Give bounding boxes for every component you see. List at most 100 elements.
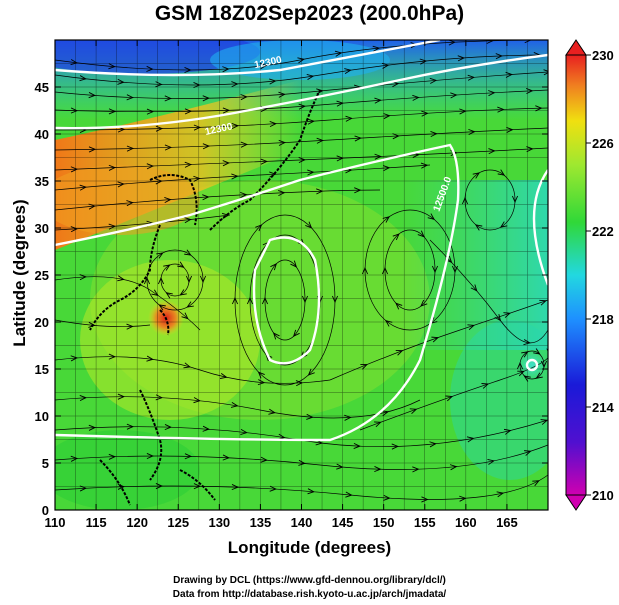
stream-arrow	[126, 323, 134, 330]
stream-arrow	[117, 275, 125, 282]
stream-arrow	[474, 224, 483, 231]
y-tick-label: 0	[42, 503, 49, 518]
stream-arrow	[421, 496, 429, 503]
stream-arrow	[164, 424, 173, 431]
stream-arrow	[467, 74, 476, 81]
stream-arrow	[240, 428, 248, 435]
stream-arrow	[487, 459, 495, 465]
stream-arrow	[307, 488, 315, 495]
colorbar-tick-label: 226	[592, 136, 614, 151]
stream-arrow	[307, 118, 315, 125]
stream-arrow	[108, 223, 117, 230]
y-axis-ticks: 0 5 10 15 20 25 30 35 40 45	[35, 80, 548, 518]
stream-arrow	[472, 172, 481, 179]
stream-arrow	[336, 463, 344, 470]
stream-arrow	[430, 131, 438, 138]
x-tick-label: 165	[496, 515, 518, 530]
stream-arrow	[470, 284, 478, 292]
stream-arrow	[307, 368, 315, 376]
stream-arrow	[231, 296, 239, 305]
stream-arrow	[374, 97, 382, 104]
stream-arrow	[108, 63, 116, 70]
stream-arrow	[316, 137, 324, 144]
stream-arrow	[457, 55, 466, 62]
stream-arrow	[353, 442, 361, 449]
stream-arrow	[181, 312, 189, 320]
stream-arrow	[184, 217, 192, 224]
colorbar-tick-label: 218	[592, 312, 614, 327]
colorbar-top-arrow	[565, 39, 587, 56]
y-tick-label: 40	[35, 127, 49, 142]
stream-arrow	[164, 95, 172, 102]
stream-arrow	[219, 373, 228, 379]
stream-arrow	[391, 443, 399, 450]
x-tick-label: 145	[332, 515, 354, 530]
stream-arrow	[155, 394, 164, 401]
stream-arrow	[449, 464, 458, 471]
stream-arrow	[231, 123, 240, 130]
stream-arrow	[295, 380, 304, 387]
stream-arrow	[374, 421, 382, 428]
stream-arrow	[298, 103, 306, 110]
stream-arrow	[272, 332, 280, 340]
stream-arrow	[506, 126, 514, 133]
stream-arrow	[306, 413, 314, 420]
stream-arrow	[382, 216, 390, 223]
x-tick-label: 150	[373, 515, 395, 530]
y-tick-label: 15	[35, 362, 49, 377]
stream-arrow	[260, 158, 268, 165]
stream-arrow	[222, 160, 230, 167]
stream-arrow	[354, 187, 362, 194]
stream-arrow	[199, 275, 207, 284]
stream-arrow	[117, 181, 125, 188]
stream-arrow	[305, 221, 313, 229]
stream-arrow	[165, 292, 173, 299]
stream-arrow	[431, 336, 440, 343]
stream-arrow	[186, 301, 194, 308]
stream-arrow	[345, 491, 353, 498]
stream-arrow	[392, 233, 400, 241]
x-tick-label: 130	[208, 515, 230, 530]
colorbar-tick-label: 230	[592, 48, 614, 63]
y-axis-label: Latitude (degrees)	[10, 199, 29, 347]
stream-arrow	[344, 414, 352, 421]
x-tick-label: 140	[291, 515, 313, 530]
stream-arrow	[146, 163, 155, 170]
stream-arrow	[179, 289, 187, 296]
stream-arrow	[193, 175, 201, 182]
stream-arrow	[409, 408, 418, 415]
stream-arrow	[521, 351, 529, 358]
stream-arrow	[459, 495, 467, 502]
stream-arrow	[230, 401, 239, 408]
stream-arrow	[79, 184, 87, 191]
stream-arrow	[156, 252, 164, 259]
y-tick-label: 5	[42, 456, 49, 471]
stream-arrow	[151, 289, 159, 296]
colorbar-bar	[565, 54, 587, 496]
stream-arrow	[381, 266, 389, 275]
stream-arrow	[431, 265, 439, 274]
stream-arrow	[193, 124, 202, 131]
stream-arrow	[361, 266, 369, 275]
stream-arrow	[183, 362, 192, 369]
stream-arrow	[202, 425, 210, 432]
stream-arrow	[146, 65, 154, 72]
stream-arrow	[417, 230, 425, 238]
stream-arrow	[298, 157, 306, 164]
stream-arrow	[316, 188, 324, 195]
stream-arrow	[360, 363, 368, 370]
stream-arrow	[499, 221, 508, 228]
stream-arrow	[517, 370, 525, 377]
stream-arrow	[70, 455, 79, 462]
stream-arrow	[497, 106, 505, 113]
stream-arrow	[157, 276, 165, 285]
stream-arrow	[445, 395, 454, 402]
stream-arrow	[164, 196, 172, 203]
stream-arrow	[88, 146, 97, 153]
x-tick-label: 135	[250, 515, 272, 530]
stream-arrow	[70, 226, 79, 233]
x-tick-label: 115	[86, 515, 107, 530]
stream-arrow	[117, 393, 126, 400]
stream-arrow	[185, 275, 193, 284]
stream-arrow	[421, 110, 429, 117]
